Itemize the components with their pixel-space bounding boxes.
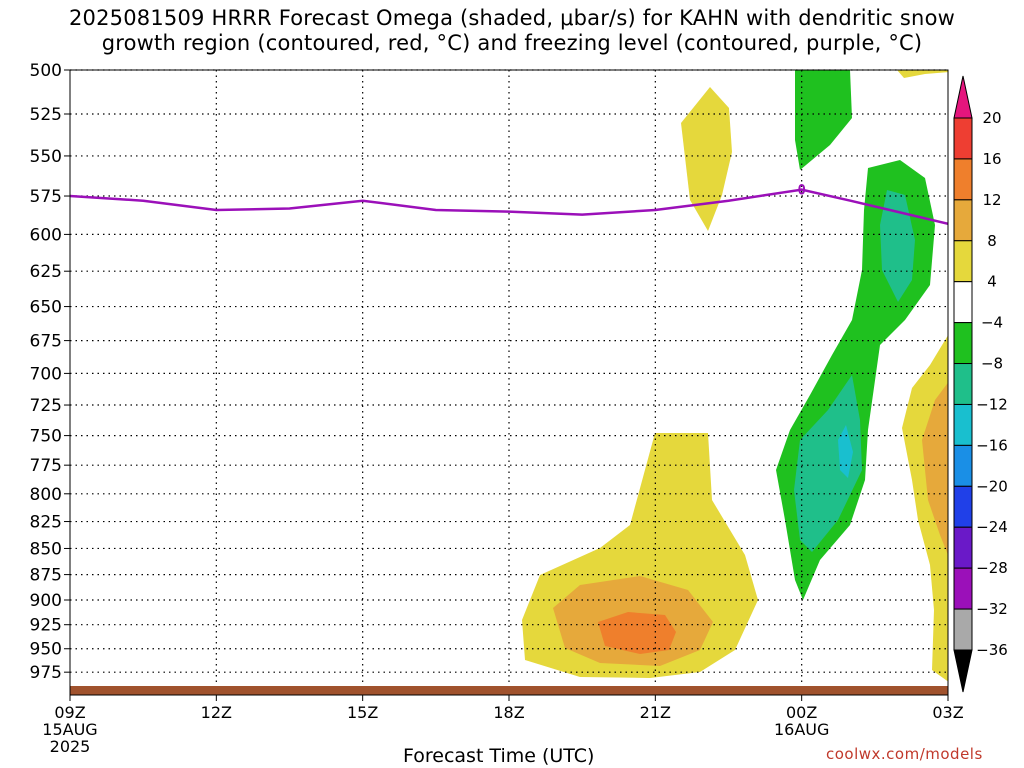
- y-tick-label: 800: [30, 485, 62, 505]
- colorbar-segment: [953, 117, 973, 160]
- colorbar-segment: [953, 526, 973, 569]
- colorbar-label: −20: [976, 477, 1008, 495]
- colorbar-segment: [953, 444, 973, 487]
- title-line-2: growth region (contoured, red, °C) and f…: [101, 31, 923, 55]
- y-tick-label: 625: [30, 262, 62, 282]
- colorbar-bottom-arrow: [953, 649, 973, 693]
- colorbar-segment: [953, 567, 973, 610]
- y-tick-label: 975: [30, 663, 62, 683]
- omega-shade-neg8: [794, 375, 862, 552]
- y-tick-label: 725: [30, 396, 62, 416]
- colorbar-top-arrow: [953, 75, 973, 119]
- y-tick-label: 500: [30, 61, 62, 81]
- colorbar-label: 20: [982, 109, 1001, 127]
- colorbar-segment: [953, 403, 973, 446]
- y-tick-label: 775: [30, 456, 62, 476]
- grid: [70, 69, 948, 695]
- colorbar-segment: [953, 158, 973, 201]
- x-tick-label: 18Z: [493, 703, 524, 722]
- colorbar-label: 16: [982, 150, 1001, 168]
- colorbar-label: 12: [982, 191, 1001, 209]
- x-axis-title: Forecast Time (UTC): [403, 745, 595, 767]
- colorbar-label: 8: [987, 232, 997, 250]
- colorbar-segment: [953, 281, 973, 324]
- y-tick-label: 850: [30, 539, 62, 559]
- colorbar-label: −32: [976, 600, 1008, 618]
- colorbar-segment: [953, 363, 973, 405]
- y-tick-label: 575: [30, 187, 62, 207]
- y-tick-label: 675: [30, 332, 62, 352]
- freezing-level-line: [70, 188, 948, 226]
- colorbar-segment: [953, 322, 973, 365]
- y-tick-label: 650: [30, 298, 62, 318]
- colorbar-label: −8: [981, 355, 1003, 373]
- y-tick-label: 875: [30, 566, 62, 586]
- x-tick-label: 00Z: [786, 703, 817, 722]
- chart-title: 2025081509 HRRR Forecast Omega (shaded, …: [0, 6, 1024, 56]
- colorbar-label: −28: [976, 559, 1008, 577]
- colorbar-label: −16: [976, 436, 1008, 454]
- colorbar-label: −4: [981, 314, 1003, 332]
- x-tick-label: 21Z: [640, 703, 671, 722]
- y-axis: 500 525 550 575 600 625 650 675 700 725 750 775 800 8…: [30, 61, 70, 683]
- y-tick-label: 900: [30, 591, 62, 611]
- omega-shade-neg12: [838, 425, 853, 478]
- colorbar-label: 4: [987, 273, 997, 291]
- title-line-1: 2025081509 HRRR Forecast Omega (shaded, …: [68, 6, 955, 30]
- colorbar-segment: [953, 199, 973, 242]
- omega-shade-12: [598, 612, 676, 654]
- colorbar-label: −12: [976, 395, 1008, 413]
- colorbar-label: −24: [976, 518, 1008, 536]
- x-tick-label: 09Z: [54, 703, 85, 722]
- x-tick-sublabel: 15AUG: [42, 720, 97, 739]
- y-tick-label: 825: [30, 513, 62, 533]
- colorbar-segment: [953, 485, 973, 528]
- y-tick-label: 700: [30, 364, 62, 384]
- omega-shade-8: [922, 382, 948, 555]
- colorbar: 20 16 12 8 4 −4 −8 −12 −16 −20 −24 −28 −32 −36: [953, 75, 1008, 693]
- freezing-level-contour: [70, 188, 948, 226]
- colorbar-label: −36: [976, 641, 1008, 659]
- credit-link[interactable]: coolwx.com/models: [826, 745, 983, 763]
- y-tick-label: 550: [30, 147, 62, 167]
- y-tick-label: 925: [30, 616, 62, 636]
- colorbar-segment: [953, 608, 973, 651]
- x-tick-label: 03Z: [932, 703, 963, 722]
- omega-shade-4: [681, 87, 732, 231]
- y-tick-label: 600: [30, 225, 62, 245]
- colorbar-segment: [953, 240, 973, 283]
- y-tick-label: 750: [30, 427, 62, 447]
- y-tick-label: 525: [30, 105, 62, 125]
- omega-shade-4: [897, 70, 948, 78]
- omega-shading: [522, 70, 948, 682]
- y-tick-label: 950: [30, 640, 62, 660]
- omega-shade-neg8: [880, 190, 915, 302]
- x-tick-label: 12Z: [201, 703, 232, 722]
- x-tick-sublabel: 2025: [50, 737, 91, 756]
- x-tick-sublabel: 16AUG: [774, 720, 829, 739]
- x-tick-label: 15Z: [347, 703, 378, 722]
- freezing-level-label: 0: [797, 183, 805, 199]
- omega-shade-neg4: [795, 70, 852, 170]
- terrain-bar: [70, 686, 948, 695]
